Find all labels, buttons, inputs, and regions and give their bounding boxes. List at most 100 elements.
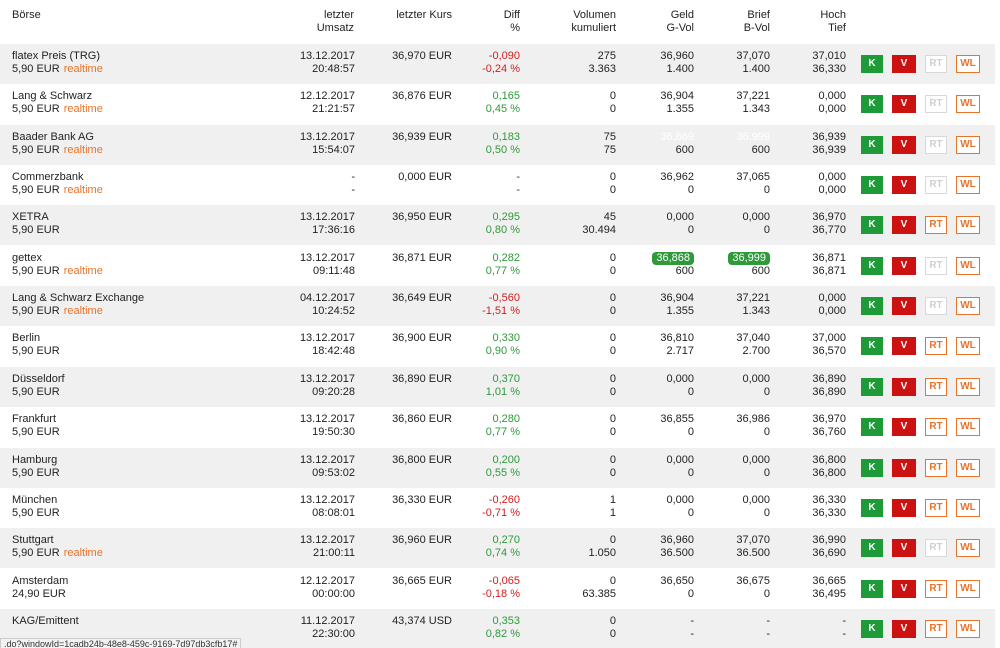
last-trade-cell: 13.12.2017 17:36:16 [264, 211, 355, 237]
last-trade-time: 15:54:07 [312, 143, 355, 156]
ask-price: 37,040 [736, 332, 770, 345]
buy-button[interactable]: K [861, 337, 883, 356]
watchlist-button[interactable]: WL [956, 95, 980, 114]
volume-value: 0 [609, 534, 616, 547]
realtime-button[interactable]: RT [925, 458, 947, 477]
watchlist-button[interactable]: WL [956, 216, 980, 235]
last-trade-date: 13.12.2017 [299, 130, 355, 143]
volume-value: 75 [603, 130, 616, 143]
sell-button[interactable]: V [892, 297, 916, 316]
diff-value: 0,330 [492, 332, 520, 345]
bid-cell: -- [630, 615, 694, 641]
exchange-name[interactable]: Baader Bank AG [12, 130, 94, 143]
watchlist-button[interactable]: WL [956, 135, 980, 154]
ask-price: 36,999 [736, 130, 770, 143]
sell-button[interactable]: V [892, 135, 916, 154]
buy-button[interactable]: K [861, 176, 883, 195]
sell-button[interactable]: V [892, 95, 916, 114]
ask-volume: 0 [763, 506, 770, 519]
low-value: 36,770 [812, 224, 846, 237]
exchange-name[interactable]: Lang & Schwarz Exchange [12, 292, 145, 305]
realtime-button[interactable]: RT [925, 418, 947, 437]
volume-cell: 275 3.363 [560, 50, 616, 76]
exchange-name[interactable]: Düsseldorf [12, 372, 65, 385]
watchlist-button[interactable]: WL [956, 498, 980, 517]
sell-button[interactable]: V [892, 55, 916, 73]
exchange-name[interactable]: München [12, 493, 58, 506]
watchlist-button[interactable]: WL [956, 337, 980, 356]
exchange-name[interactable]: XETRA [12, 211, 49, 224]
exchange-name[interactable]: KAG/Emittent [12, 614, 79, 627]
realtime-button: RT [925, 539, 947, 558]
watchlist-button[interactable]: WL [956, 619, 980, 638]
buy-button[interactable]: K [861, 377, 883, 396]
diff-percent: 0,45 % [485, 103, 520, 116]
buy-button[interactable]: K [861, 216, 883, 235]
volume-cumulative: 0 [609, 184, 616, 197]
watchlist-button[interactable]: WL [956, 176, 980, 195]
last-price: 36,876 EUR [392, 90, 452, 103]
exchange-name[interactable]: Hamburg [12, 453, 58, 466]
buy-button[interactable]: K [861, 498, 883, 517]
watchlist-button[interactable]: WL [956, 256, 980, 275]
exchange-name[interactable]: Stuttgart [12, 534, 54, 547]
realtime-button[interactable]: RT [925, 579, 947, 598]
buy-button[interactable]: K [861, 55, 883, 73]
watchlist-button[interactable]: WL [956, 539, 980, 558]
realtime-button[interactable]: RT [925, 377, 947, 396]
sell-button[interactable]: V [892, 377, 916, 396]
exchange-name[interactable]: flatex Preis (TRG) [12, 50, 101, 62]
sell-button[interactable]: V [892, 619, 916, 638]
last-trade-cell: 13.12.2017 09:20:28 [264, 373, 355, 399]
exchange-name[interactable]: Amsterdam [12, 574, 69, 587]
bid-price: 36,855 [660, 413, 694, 426]
buy-button[interactable]: K [861, 579, 883, 598]
buy-button[interactable]: K [861, 95, 883, 114]
sell-button[interactable]: V [892, 458, 916, 477]
volume-cell: 0 63.385 [560, 575, 616, 601]
watchlist-button[interactable]: WL [956, 55, 980, 73]
realtime-button[interactable]: RT [925, 619, 947, 638]
bid-volume: 600 [675, 143, 694, 156]
buy-button[interactable]: K [861, 539, 883, 558]
exchange-fee: 5,90 EUR [12, 184, 60, 197]
realtime-button[interactable]: RT [925, 498, 947, 517]
realtime-button[interactable]: RT [925, 337, 947, 356]
buy-button[interactable]: K [861, 619, 883, 638]
exchange-cell: Düsseldorf 5,90 EUR [12, 373, 65, 399]
sell-button[interactable]: V [892, 539, 916, 558]
sell-button[interactable]: V [892, 579, 916, 598]
watchlist-button[interactable]: WL [956, 579, 980, 598]
diff-value: 0,280 [492, 413, 520, 426]
watchlist-button[interactable]: WL [956, 458, 980, 477]
sell-button[interactable]: V [892, 498, 916, 517]
sell-button[interactable]: V [892, 337, 916, 356]
sell-button[interactable]: V [892, 418, 916, 437]
sell-button[interactable]: V [892, 216, 916, 235]
ask-cell: 36,999 600 [706, 251, 770, 278]
bid-price: 36,960 [660, 534, 694, 547]
watchlist-button[interactable]: WL [956, 297, 980, 316]
watchlist-button[interactable]: WL [956, 377, 980, 396]
sell-button[interactable]: V [892, 176, 916, 195]
header-diff: Diff% [503, 9, 520, 34]
bid-cell: 0,000 0 [630, 454, 694, 480]
exchange-name[interactable]: gettex [12, 251, 42, 264]
exchange-name[interactable]: Frankfurt [12, 413, 57, 426]
realtime-button[interactable]: RT [925, 216, 947, 235]
bid-cell: 36,960 1.400 [630, 50, 694, 76]
exchange-name[interactable]: Commerzbank [12, 171, 84, 184]
ask-price: 0,000 [742, 453, 770, 466]
buy-button[interactable]: K [861, 135, 883, 154]
buy-button[interactable]: K [861, 418, 883, 437]
buy-button[interactable]: K [861, 458, 883, 477]
buy-button[interactable]: K [861, 256, 883, 275]
high-low-cell: 0,000 0,000 [790, 90, 846, 116]
sell-button[interactable]: V [892, 256, 916, 275]
watchlist-button[interactable]: WL [956, 418, 980, 437]
exchange-name[interactable]: Lang & Schwarz [12, 90, 93, 103]
table-header: Börse letzter Umsatz letzter Kurs Diff% V… [0, 0, 1000, 44]
buy-button[interactable]: K [861, 297, 883, 316]
exchange-name[interactable]: Berlin [12, 332, 41, 345]
